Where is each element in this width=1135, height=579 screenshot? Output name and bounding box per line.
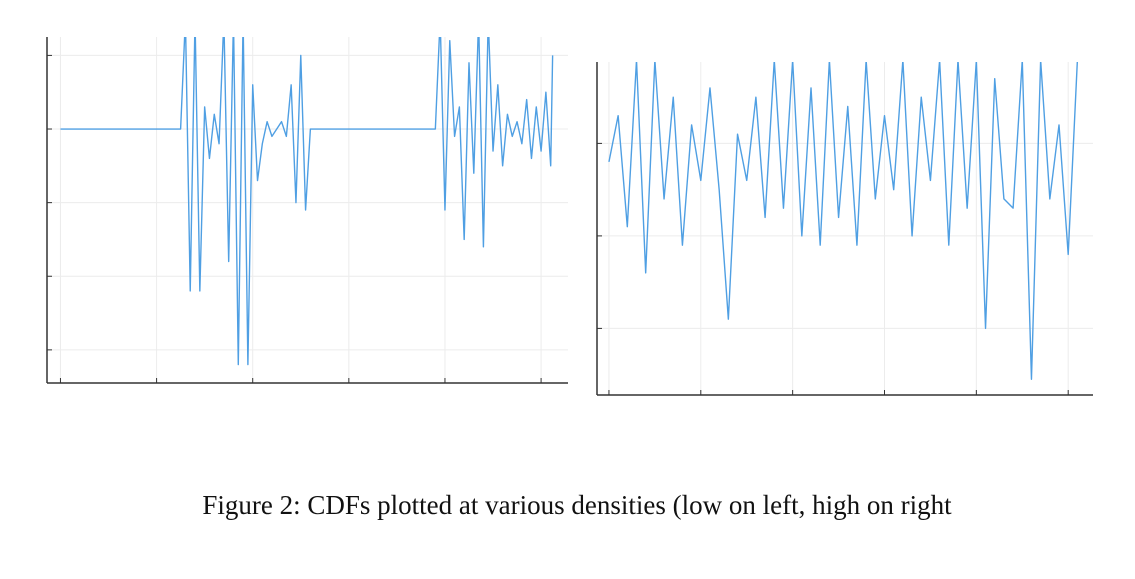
figure-caption: Figure 2: CDFs plotted at various densit… xyxy=(202,490,952,520)
data-line xyxy=(608,62,1079,380)
chart xyxy=(46,37,568,384)
chart xyxy=(596,62,1093,396)
data-line xyxy=(60,37,554,366)
